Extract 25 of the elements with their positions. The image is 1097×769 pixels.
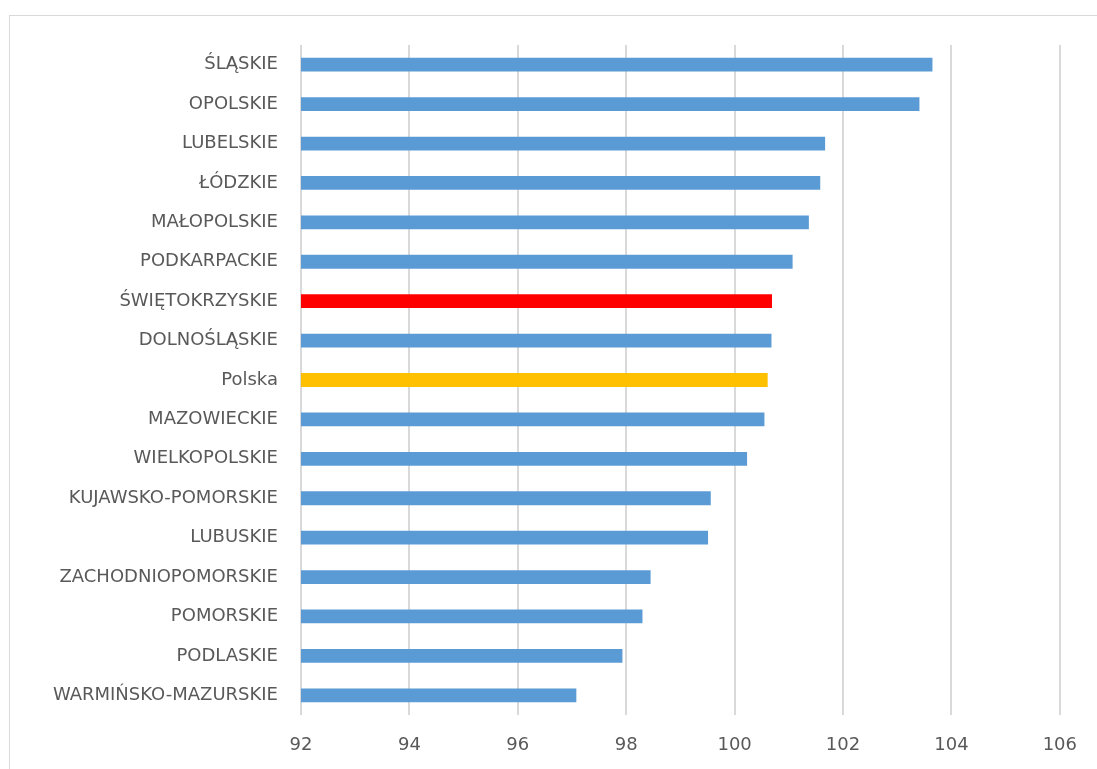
y-tick-label: ŚWIĘTOKRZYSKIE xyxy=(119,288,278,310)
y-tick-label: POMORSKIE xyxy=(170,604,278,626)
y-tick-label: ŚLĄSKIE xyxy=(204,52,278,74)
x-tick-label: 104 xyxy=(934,733,969,755)
y-tick-label: ŁÓDZKIE xyxy=(198,170,278,192)
x-tick-label: 102 xyxy=(825,733,861,755)
x-tick-label: 94 xyxy=(397,733,421,755)
y-tick-label: WIELKOPOLSKIE xyxy=(133,446,278,468)
y-tick-label: KUJAWSKO-POMORSKIE xyxy=(68,485,278,507)
y-tick-label: OPOLSKIE xyxy=(188,91,278,113)
x-tick-label: 96 xyxy=(506,733,530,755)
y-tick-label: PODKARPACKIE xyxy=(140,249,278,271)
y-tick-label: PODLASKIE xyxy=(176,643,278,665)
x-tick-label: 92 xyxy=(289,733,313,755)
y-tick-label: LUBELSKIE xyxy=(182,131,278,153)
y-tick-label: WARMIŃSKO-MAZURSKIE xyxy=(52,682,278,704)
x-tick-label: 100 xyxy=(717,733,752,755)
y-tick-label: MAZOWIECKIE xyxy=(148,407,278,429)
y-tick-label: ZACHODNIOPOMORSKIE xyxy=(59,564,278,586)
y-tick-label: DOLNOŚLĄSKIE xyxy=(138,328,278,350)
x-tick-label: 106 xyxy=(1042,733,1077,755)
y-tick-label: MAŁOPOLSKIE xyxy=(150,210,278,232)
y-tick-label: LUBUSKIE xyxy=(190,525,278,547)
y-tick-label: Polska xyxy=(221,367,278,389)
x-tick-label: 98 xyxy=(614,733,638,755)
